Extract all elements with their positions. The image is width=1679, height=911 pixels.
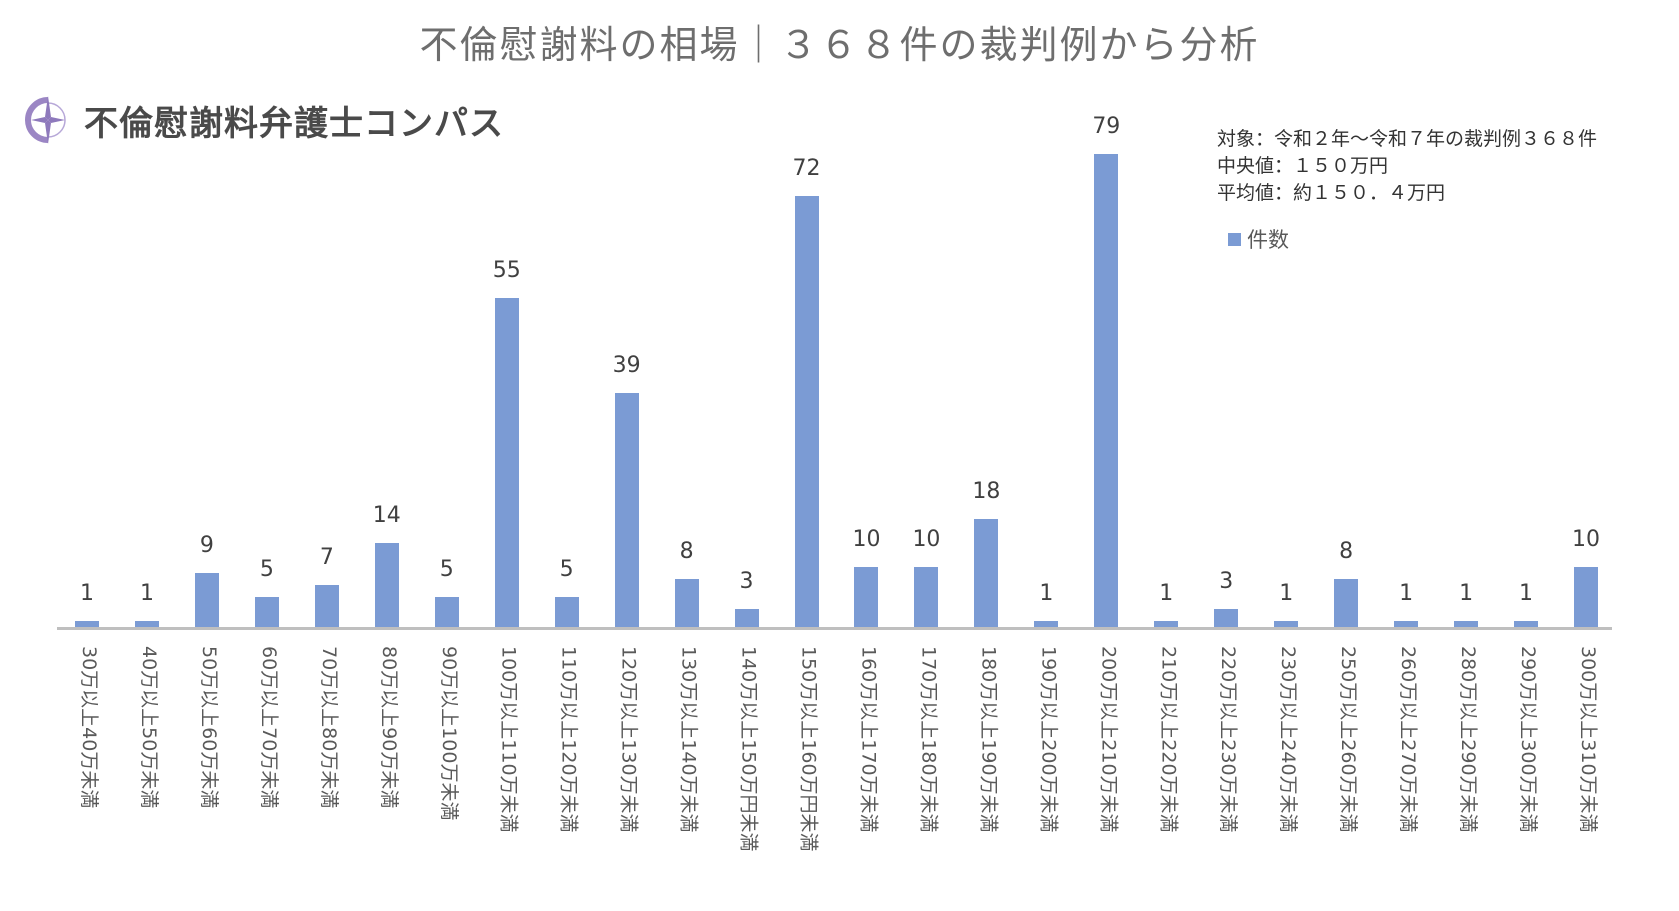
bar [374, 543, 399, 627]
x-axis-category-label: 140万以上150万円未満 [737, 646, 760, 852]
x-axis-category-label: 230万以上240万未満 [1277, 646, 1300, 833]
bar-value-label: 14 [372, 503, 401, 528]
x-axis-category-label: 30万以上40万未満 [78, 646, 100, 809]
bar-value-label: 5 [559, 557, 574, 582]
x-axis-category-label: 220万以上230万未満 [1217, 646, 1240, 833]
bar-value-label: 8 [1339, 539, 1354, 564]
logo-text: 不倫慰謝料弁護士コンパス [84, 103, 504, 144]
bar-value-label: 10 [1572, 527, 1600, 552]
x-axis-category-label: 160万以上170万未満 [857, 646, 880, 833]
bar-value-label: 8 [679, 539, 694, 564]
bar-value-label: 1 [1399, 581, 1414, 606]
x-axis-category-label: 130万以上140万未満 [677, 646, 700, 833]
bar [1574, 567, 1598, 627]
x-axis-category-label: 280万以上290万未満 [1457, 646, 1480, 833]
bar-value-label: 3 [1219, 569, 1234, 594]
bar [674, 579, 699, 627]
bar-value-label: 18 [972, 479, 1001, 504]
bar-value-label: 5 [259, 557, 274, 582]
bar-value-label: 1 [139, 581, 154, 606]
bar-value-label: 55 [492, 258, 521, 283]
x-axis-category-label: 40万以上50万未満 [137, 646, 160, 809]
summary-mean: 平均値：約１５０．４万円 [1217, 182, 1446, 204]
legend-label: 件数 [1247, 228, 1289, 252]
bar [734, 609, 759, 627]
chart-legend: 件数 [1228, 224, 1289, 254]
bar [1454, 621, 1479, 627]
x-axis-category-label: 260万以上270万未満 [1397, 646, 1420, 833]
x-axis-category-label: 180万以上190万未満 [977, 646, 1000, 833]
x-axis-category-label: 250万以上260万未満 [1337, 646, 1360, 833]
bar [314, 585, 339, 627]
chart-title: 不倫慰謝料の相場｜３６８件の裁判例から分析 [419, 23, 1260, 67]
x-axis-category-label: 120万以上130万未満 [617, 646, 640, 833]
bar-value-label: 1 [1159, 581, 1174, 606]
bar [1394, 621, 1419, 627]
x-axis-category-label: 110万以上120万未満 [557, 646, 580, 833]
x-axis-category-label: 210万以上220万未満 [1157, 646, 1180, 833]
bar-value-label: 7 [319, 545, 334, 570]
bar [974, 519, 999, 627]
x-axis-category-label: 100万以上110万未満 [497, 646, 520, 833]
bar-value-label: 79 [1092, 114, 1121, 139]
x-axis-category-label: 190万以上200万未満 [1037, 646, 1060, 833]
x-axis-category-label: 70万以上80万未満 [317, 646, 340, 809]
summary-scope: 対象：令和２年〜令和７年の裁判例３６８件 [1217, 128, 1598, 150]
bar [914, 567, 939, 627]
bar [794, 196, 819, 627]
bar-value-label: 1 [1039, 581, 1054, 606]
bar [1034, 621, 1059, 627]
bar-value-label: 10 [912, 527, 941, 552]
x-axis-category-label: 90万以上100万未満 [437, 646, 460, 821]
x-axis-category-label: 300万以上310万未満 [1577, 646, 1599, 833]
brand-logo: 不倫慰謝料弁護士コンパス [24, 94, 504, 146]
x-axis-category-label: 50万以上60万未満 [197, 646, 220, 809]
bar-value-label: 3 [739, 569, 754, 594]
bar-value-label: 1 [80, 581, 94, 606]
x-axis-category-label: 290万以上300万未満 [1517, 646, 1540, 833]
bar [1514, 621, 1539, 627]
bar [614, 393, 639, 627]
bar [194, 573, 219, 627]
bar-value-label: 10 [852, 527, 881, 552]
bar [254, 597, 279, 627]
bar [1094, 154, 1119, 627]
compass-icon [25, 96, 66, 144]
x-axis-category-label: 60万以上70万未満 [257, 646, 280, 809]
bar-value-label: 39 [612, 353, 641, 378]
x-axis-category-label: 150万以上160万円未満 [797, 646, 820, 852]
x-axis-category-label: 170万以上180万未満 [917, 646, 940, 833]
bar [1214, 609, 1239, 627]
bar [75, 621, 99, 627]
bar-value-label: 1 [1279, 581, 1294, 606]
x-axis-category-label: 80万以上90万未満 [377, 646, 400, 809]
bar [494, 298, 519, 627]
x-axis-line [57, 627, 1612, 630]
bar [434, 597, 459, 627]
bar-value-label: 1 [1519, 581, 1534, 606]
bar-value-label: 9 [199, 533, 214, 558]
bar-value-label: 72 [792, 156, 821, 181]
bar [1274, 621, 1299, 627]
bar [554, 597, 579, 627]
x-axis-category-label: 200万以上210万未満 [1097, 646, 1120, 833]
legend-swatch-icon [1228, 232, 1241, 246]
bar [134, 621, 159, 627]
bar-value-label: 1 [1459, 581, 1474, 606]
bar [854, 567, 879, 627]
summary-annotation: 対象：令和２年〜令和７年の裁判例３６８件 中央値：１５０万円 平均値：約１５０．… [1217, 126, 1597, 207]
bar-value-label: 5 [439, 557, 454, 582]
summary-median: 中央値：１５０万円 [1217, 155, 1389, 177]
bar [1334, 579, 1359, 627]
bar [1154, 621, 1179, 627]
